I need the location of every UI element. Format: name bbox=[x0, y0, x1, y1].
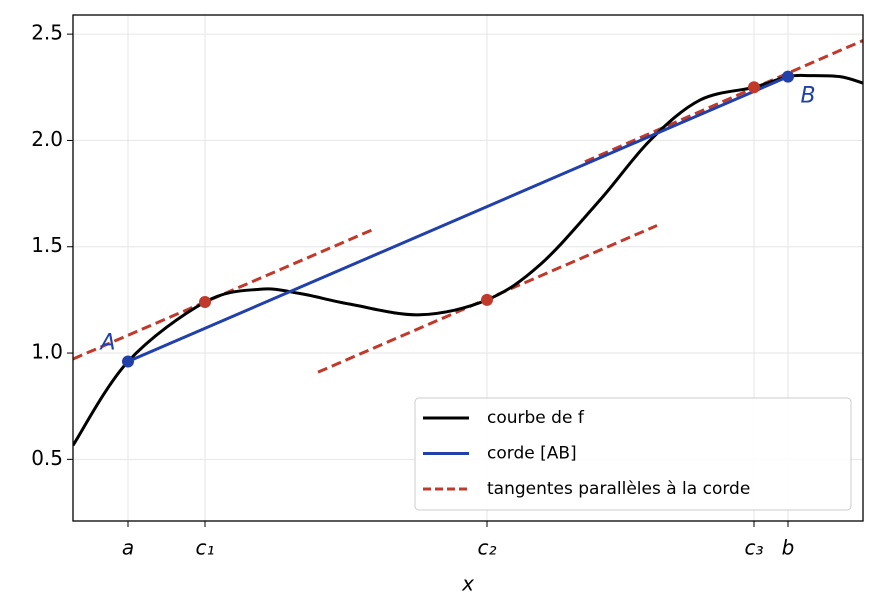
plot-frame bbox=[72, 14, 864, 522]
series-line bbox=[127, 75, 789, 363]
legend-label: tangentes parallèles à la corde bbox=[487, 479, 750, 499]
x-tick-label: c₁ bbox=[195, 536, 214, 560]
point bbox=[748, 81, 760, 94]
series-line bbox=[73, 73, 863, 447]
y-tick-label: 1.5 bbox=[31, 233, 63, 257]
legend-box bbox=[414, 397, 852, 511]
x-tick-label: b bbox=[782, 536, 795, 560]
y-tick-label: 0.5 bbox=[31, 446, 63, 470]
y-tick-label: 1.0 bbox=[31, 340, 63, 364]
point bbox=[782, 70, 794, 83]
legend-label: courbe de f bbox=[487, 408, 585, 428]
y-tick-label: 2.0 bbox=[31, 127, 63, 151]
x-tick-label: c₂ bbox=[477, 536, 496, 560]
x-tick-label: a bbox=[122, 536, 134, 560]
x-axis-label: x bbox=[461, 572, 474, 596]
point-label: A bbox=[98, 331, 115, 356]
tangent-line bbox=[584, 39, 863, 164]
point bbox=[122, 355, 134, 368]
x-tick-label: c₃ bbox=[744, 536, 763, 560]
plot-area bbox=[73, 39, 863, 447]
y-tick-label: 2.5 bbox=[31, 21, 63, 45]
point bbox=[199, 296, 211, 309]
legend-label: corde [AB] bbox=[487, 444, 577, 464]
point-label: B bbox=[800, 84, 815, 109]
point bbox=[481, 293, 493, 306]
tangent-line bbox=[73, 227, 376, 361]
